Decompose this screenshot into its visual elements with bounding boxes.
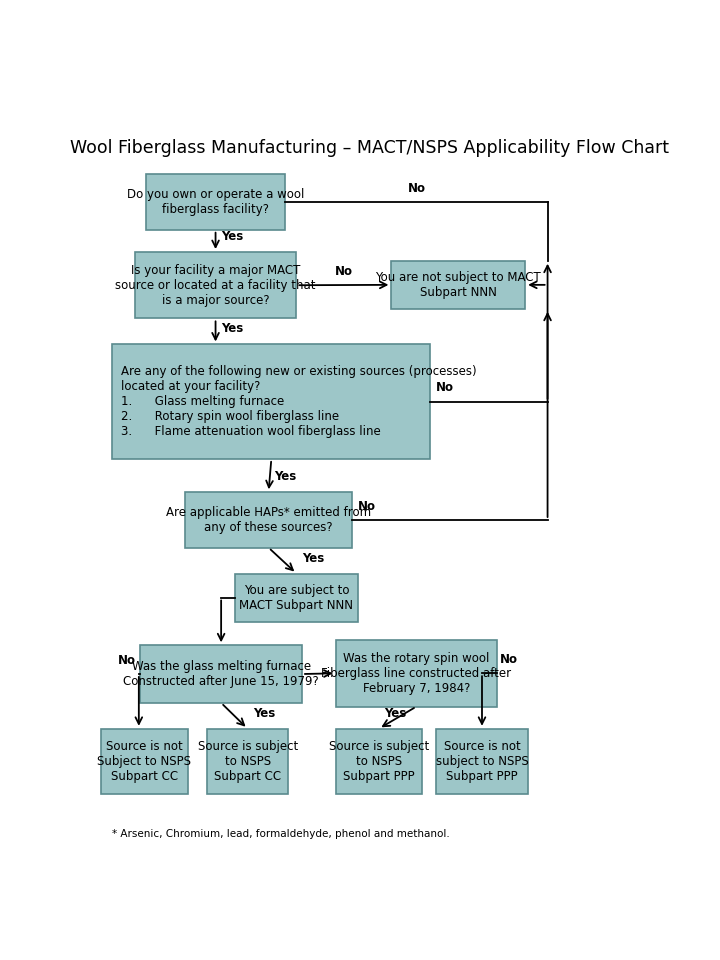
Text: Source is subject
to NSPS
Subpart PPP: Source is subject to NSPS Subpart PPP: [328, 740, 429, 782]
Text: Source is subject
to NSPS
Subpart CC: Source is subject to NSPS Subpart CC: [197, 740, 298, 782]
Text: Was the glass melting furnace
Constructed after June 15, 1979?: Was the glass melting furnace Constructe…: [123, 660, 319, 688]
Text: No: No: [408, 181, 426, 195]
FancyBboxPatch shape: [185, 492, 352, 547]
Text: No: No: [358, 499, 376, 513]
FancyBboxPatch shape: [101, 729, 188, 794]
FancyBboxPatch shape: [207, 729, 288, 794]
FancyBboxPatch shape: [392, 261, 526, 309]
Text: No: No: [118, 654, 136, 666]
Text: Yes: Yes: [384, 707, 407, 720]
Text: Do you own or operate a wool
fiberglass facility?: Do you own or operate a wool fiberglass …: [127, 188, 305, 216]
Text: Source is not
subject to NSPS
Subpart PPP: Source is not subject to NSPS Subpart PP…: [436, 740, 528, 782]
Text: Are any of the following new or existing sources (processes)
located at your fac: Are any of the following new or existing…: [121, 365, 477, 438]
FancyBboxPatch shape: [140, 645, 302, 703]
FancyBboxPatch shape: [436, 729, 528, 794]
FancyBboxPatch shape: [135, 252, 297, 319]
Text: * Arsenic, Chromium, lead, formaldehyde, phenol and methanol.: * Arsenic, Chromium, lead, formaldehyde,…: [112, 828, 450, 839]
Text: You are subject to
MACT Subpart NNN: You are subject to MACT Subpart NNN: [240, 584, 354, 612]
Text: No: No: [436, 381, 454, 395]
Text: Wool Fiberglass Manufacturing – MACT/NSPS Applicability Flow Chart: Wool Fiberglass Manufacturing – MACT/NSP…: [70, 139, 668, 157]
Text: You are not subject to MACT
Subpart NNN: You are not subject to MACT Subpart NNN: [375, 271, 541, 299]
Text: Yes: Yes: [302, 552, 324, 564]
Text: Yes: Yes: [221, 230, 243, 243]
Text: Yes: Yes: [253, 707, 276, 720]
Text: Was the rotary spin wool
Fiberglass line constructed after
February 7, 1984?: Was the rotary spin wool Fiberglass line…: [321, 652, 511, 695]
Text: Source is not
Subject to NSPS
Subpart CC: Source is not Subject to NSPS Subpart CC: [97, 740, 192, 782]
Text: No: No: [335, 265, 353, 277]
FancyBboxPatch shape: [336, 640, 498, 707]
Text: Are applicable HAPs* emitted from
any of these sources?: Are applicable HAPs* emitted from any of…: [166, 506, 371, 534]
FancyBboxPatch shape: [145, 175, 285, 229]
FancyBboxPatch shape: [336, 729, 422, 794]
FancyBboxPatch shape: [112, 345, 431, 459]
Text: Yes: Yes: [274, 470, 297, 483]
FancyBboxPatch shape: [235, 573, 358, 621]
Text: No: No: [500, 653, 518, 666]
Text: Is your facility a major MACT
source or located at a facility that
is a major so: Is your facility a major MACT source or …: [115, 264, 316, 306]
Text: Yes: Yes: [221, 323, 243, 335]
